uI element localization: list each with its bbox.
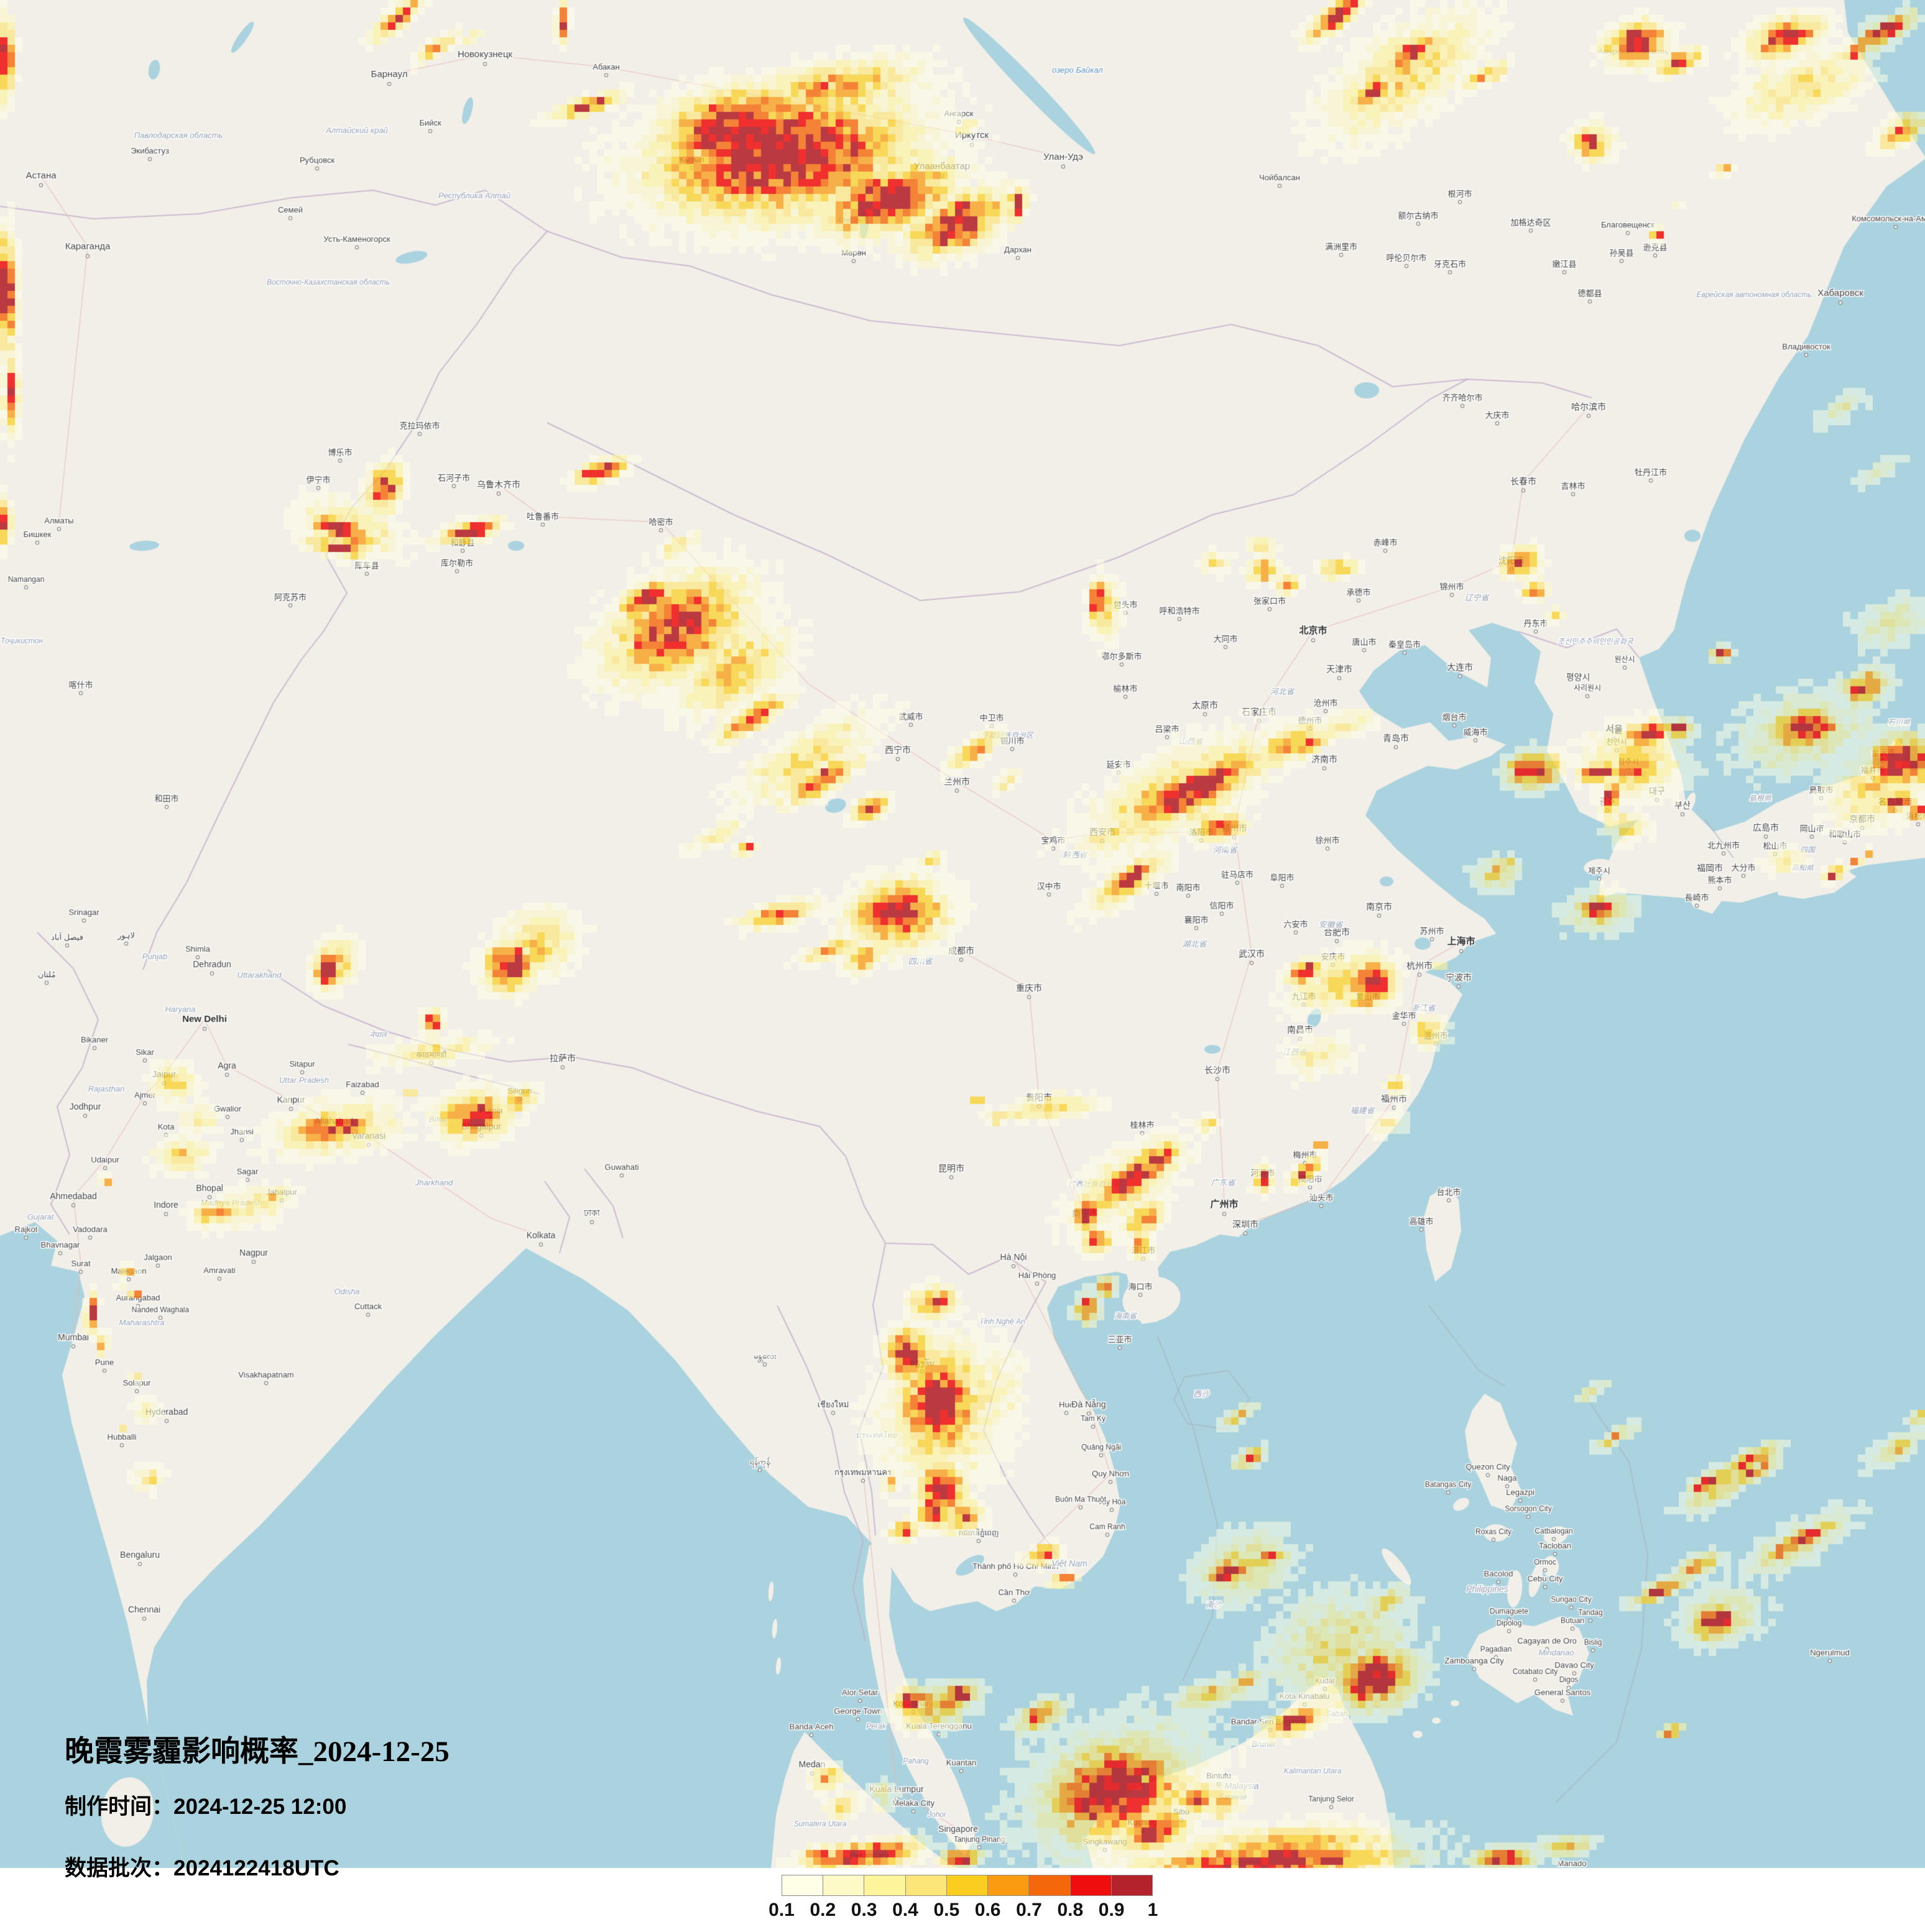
legend-color-swatch-4 bbox=[905, 1875, 947, 1895]
legend-colorbar bbox=[782, 1875, 1153, 1896]
data-batch-label: 数据批次： bbox=[65, 1856, 174, 1880]
legend-color-swatch-7 bbox=[1029, 1875, 1071, 1895]
data-batch-line: 数据批次：2024122418UTC bbox=[65, 1851, 450, 1882]
legend-color-swatch-2 bbox=[823, 1875, 865, 1895]
map-title-block: 晚霞雾霾影响概率_2024-12-25 制作时间：2024-12-25 12:0… bbox=[65, 1734, 450, 1882]
legend-color-swatch-1 bbox=[782, 1875, 824, 1895]
legend-color-swatch-9 bbox=[1111, 1875, 1152, 1895]
production-time-value: 2024-12-25 12:00 bbox=[173, 1795, 347, 1819]
legend-tick-labels: 0.1 0.2 0.3 0.4 0.5 0.6 0.7 0.8 0.9 1 bbox=[769, 1900, 1158, 1925]
production-time-label: 制作时间： bbox=[65, 1795, 174, 1819]
legend-tick-0.9: 0.9 bbox=[1098, 1900, 1125, 1920]
legend-tick-0.8: 0.8 bbox=[1057, 1900, 1084, 1920]
legend-color-swatch-8 bbox=[1070, 1875, 1112, 1895]
legend-tick-0.3: 0.3 bbox=[851, 1900, 877, 1920]
legend-tick-0.1: 0.1 bbox=[769, 1900, 795, 1920]
legend-tick-0.6: 0.6 bbox=[974, 1900, 1001, 1920]
legend-tick-1: 1 bbox=[1147, 1900, 1158, 1920]
legend-tick-0.5: 0.5 bbox=[933, 1900, 960, 1920]
legend-tick-0.2: 0.2 bbox=[810, 1900, 836, 1920]
legend-color-swatch-5 bbox=[946, 1875, 989, 1895]
map-title: 晚霞雾霾影响概率_2024-12-25 bbox=[65, 1736, 450, 1768]
legend: 0.1 0.2 0.3 0.4 0.5 0.6 0.7 0.8 0.9 1 bbox=[769, 1875, 1158, 1925]
data-batch-value: 2024122418UTC bbox=[173, 1856, 339, 1880]
production-time-line: 制作时间：2024-12-25 12:00 bbox=[65, 1789, 450, 1821]
legend-tick-0.4: 0.4 bbox=[892, 1900, 918, 1920]
legend-color-swatch-6 bbox=[988, 1875, 1030, 1895]
legend-color-swatch-3 bbox=[864, 1875, 906, 1895]
legend-tick-0.7: 0.7 bbox=[1016, 1900, 1042, 1920]
